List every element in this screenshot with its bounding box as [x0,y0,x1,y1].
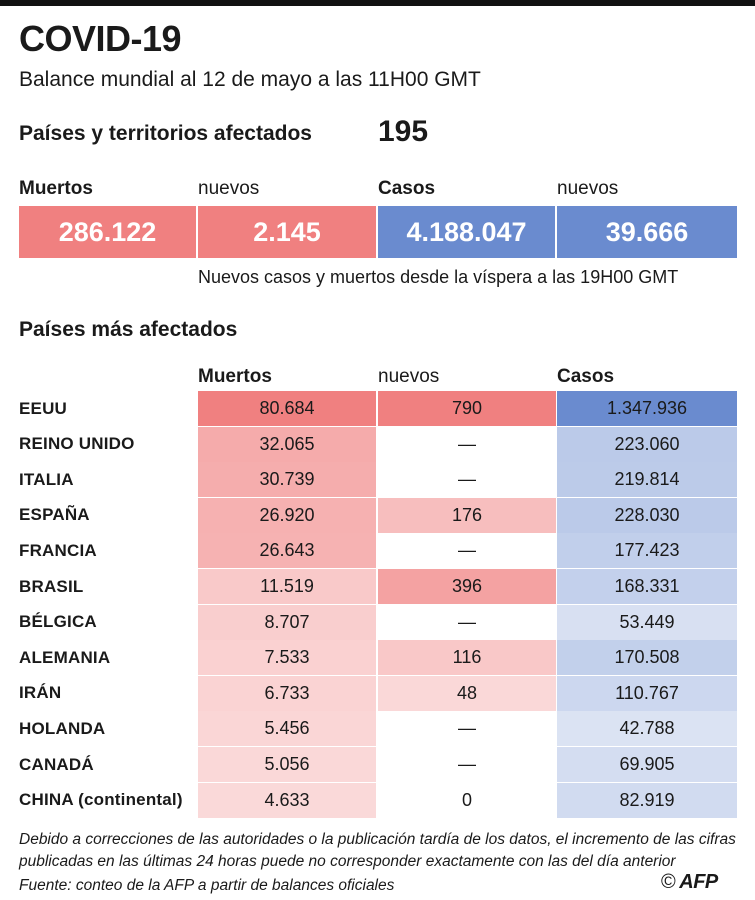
new-dead-cell: — [378,747,556,782]
new-dead-cell: — [378,426,556,462]
copyright-icon: © [661,871,676,893]
dead-cell: 11.519 [198,569,376,604]
cases-cell: 42.788 [557,711,737,747]
table-row: REINO UNIDO 32.065—223.060 [0,426,755,462]
summary-dead-value: 286.122 [58,216,157,247]
country-name: BRASIL [19,576,84,596]
country-name: FRANCIA [19,540,97,560]
table-row: FRANCIA 26.643—177.423 [0,533,755,569]
cases-cell: 170.508 [557,640,737,676]
top-rule [0,0,755,6]
country-name: CHINA (continental) [19,790,183,810]
dead-cell: 8.707 [198,604,376,640]
cases-cell: 53.449 [557,604,737,640]
dead-cell: 26.920 [198,497,376,533]
summary-dead-label: Muertos [19,178,93,199]
col-header-cases: Casos [557,366,615,387]
credit: © AFP [661,871,718,894]
new-dead-cell: — [378,533,556,569]
country-name: ALEMANIA [19,647,111,667]
credit-logo: AFP [679,871,718,893]
table-row: ITALIA 30.739—219.814 [0,462,755,498]
new-dead-cell: — [378,462,556,498]
country-name: ITALIA [19,469,74,489]
cases-cell: 110.767 [557,675,737,711]
dead-cell: 4.633 [198,782,376,818]
table-row: BÉLGICA 8.707—53.449 [0,604,755,640]
new-dead-cell: — [378,711,556,747]
dead-cell: 7.533 [198,640,376,676]
summary-note: Nuevos casos y muertos desde la víspera … [198,267,679,287]
summary-new-cases-label: nuevos [557,178,619,199]
table-row: CANADÁ 5.056—69.905 [0,747,755,782]
section-title: Países más afectados [19,318,238,341]
summary-cases-value: 4.188.047 [406,216,527,247]
country-name: HOLANDA [19,718,106,738]
col-header-new: nuevos [378,366,440,387]
dead-cell: 5.456 [198,711,376,747]
summary-dead-box: 286.122 [19,206,196,258]
country-name: ESPAÑA [19,505,90,525]
dead-cell: 80.684 [198,391,376,426]
dead-cell: 32.065 [198,426,376,462]
cases-cell: 168.331 [557,569,737,604]
cases-cell: 228.030 [557,497,737,533]
country-name: CANADÁ [19,754,94,774]
cases-cell: 69.905 [557,747,737,782]
dead-cell: 5.056 [198,747,376,782]
table-row: CHINA (continental) 4.633 0 82.919 [0,782,755,818]
summary-new-cases-box: 39.666 [557,206,737,258]
table-row: EEUU 80.684 790 1.347.936 [0,391,755,426]
table-row: ALEMANIA 7.533 116 170.508 [0,640,755,676]
col-header-dead: Muertos [198,366,272,387]
cases-cell: 219.814 [557,462,737,498]
new-dead-cell: — [378,604,556,640]
affected-countries-value: 195 [378,115,429,148]
source-note: Fuente: conteo de la AFP a partir de bal… [19,877,395,894]
table-row: ESPAÑA 26.920 176 228.030 [0,497,755,533]
affected-countries-label: Países y territorios afectados [19,122,312,145]
cases-cell: 177.423 [557,533,737,569]
page-title: COVID-19 [19,18,182,59]
country-name: REINO UNIDO [19,434,135,454]
summary-cases-label: Casos [378,178,436,199]
country-name: BÉLGICA [19,612,97,632]
new-dead-cell: 48 [378,675,556,711]
table-row: BRASIL 11.519 396 168.331 [0,569,755,604]
new-dead-cell: 396 [378,569,556,604]
cases-cell: 223.060 [557,426,737,462]
table-row: HOLANDA 5.456—42.788 [0,711,755,747]
new-dead-cell: 790 [378,391,556,426]
country-name: IRÁN [19,683,62,703]
page-subtitle: Balance mundial al 12 de mayo a las 11H0… [19,68,481,91]
dead-cell: 6.733 [198,675,376,711]
footnote: Debido a correcciones de las autoridades… [19,831,736,870]
dead-cell: 30.739 [198,462,376,498]
dead-cell: 26.643 [198,533,376,569]
summary-new-dead-label: nuevos [198,178,260,199]
summary-new-dead-value: 2.145 [253,216,321,247]
new-dead-cell: 176 [378,497,556,533]
summary-cases-box: 4.188.047 [378,206,555,258]
cases-cell: 82.919 [557,782,737,818]
country-name: EEUU [19,398,68,418]
table-row: IRÁN 6.733 48 110.767 [0,675,755,711]
summary-new-dead-box: 2.145 [198,206,376,258]
new-dead-cell: 116 [378,640,556,676]
new-dead-cell: 0 [378,782,556,818]
cases-cell: 1.347.936 [557,391,737,426]
summary-new-cases-value: 39.666 [605,216,689,247]
